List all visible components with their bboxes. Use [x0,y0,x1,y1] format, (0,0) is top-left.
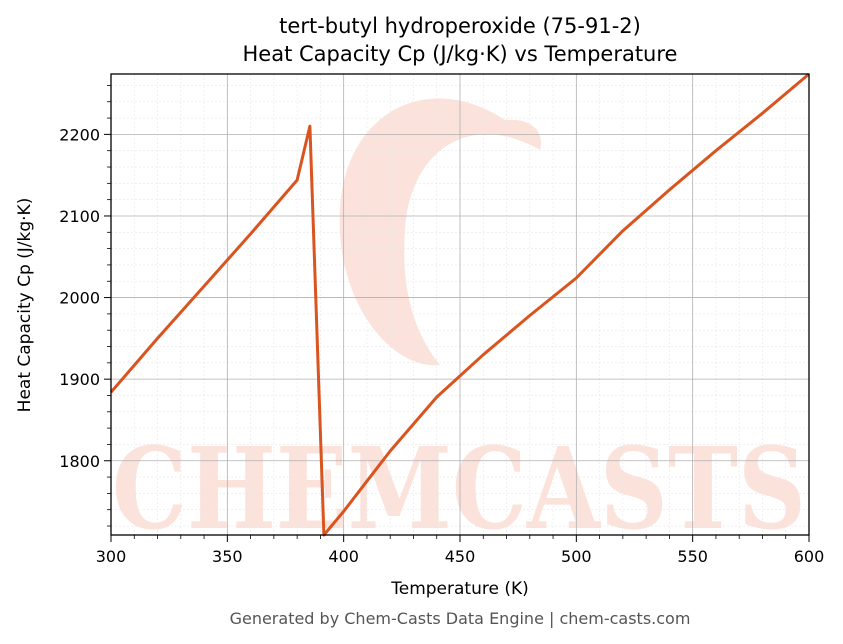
y-tick-label: 2000 [59,289,100,308]
x-tick-label: 550 [677,547,708,566]
x-tick-label: 400 [328,547,359,566]
chart-title-line-1: tert-butyl hydroperoxide (75-91-2) [279,14,641,38]
y-tick-label: 2100 [59,207,100,226]
y-axis: 1800 1900 2000 2100 2200 [59,85,111,527]
x-tick-label: 350 [212,547,243,566]
y-tick-label: 1800 [59,452,100,471]
series-line-0 [109,72,810,537]
footer-credit: Generated by Chem-Casts Data Engine | ch… [230,609,691,628]
x-tick-label: 600 [794,547,825,566]
x-tick-label: 500 [561,547,592,566]
y-tick-label: 1900 [59,370,100,389]
x-tick-label: 300 [96,547,127,566]
watermark-swirl [339,98,541,366]
x-tick-label: 450 [445,547,476,566]
series-layer [109,72,810,537]
x-axis-label: Temperature (K) [390,579,529,599]
y-tick-label: 2200 [59,125,100,144]
chart-title-line-2: Heat Capacity Cp (J/kg·K) vs Temperature [243,42,678,66]
y-axis-label: Heat Capacity Cp (J/kg·K) [15,198,35,413]
x-axis: 300 350 400 450 500 550 600 [96,535,825,566]
